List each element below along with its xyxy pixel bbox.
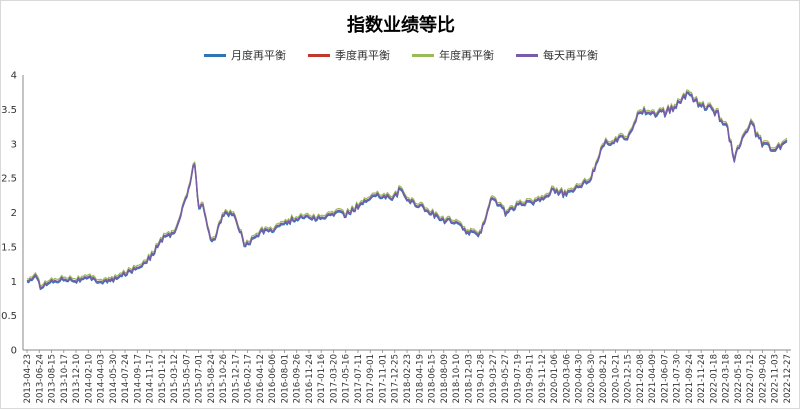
x-tick-label: 2016-08-01 [280, 354, 290, 403]
x-tick-label: 2015-01-12 [158, 354, 168, 403]
legend-swatch [516, 53, 538, 57]
legend-label: 月度再平衡 [231, 49, 286, 62]
x-tick-label: 2017-03-20 [329, 354, 339, 403]
x-tick-label: 2013-10-17 [60, 354, 70, 403]
x-tick-label: 2019-05-27 [501, 354, 511, 403]
x-tick-label: 2014-04-03 [97, 354, 107, 403]
x-tick-label: 2017-05-16 [342, 354, 352, 403]
x-tick-label: 2018-08-09 [440, 354, 450, 403]
x-tick-label: 2021-04-09 [648, 354, 658, 403]
series-line-1 [26, 92, 788, 291]
x-tick-label: 2016-04-12 [256, 354, 266, 403]
x-tick-label: 2020-10-21 [611, 354, 621, 403]
legend-swatch [204, 53, 226, 57]
y-tick-label: 4 [11, 71, 17, 82]
x-tick-label: 2016-09-26 [293, 354, 303, 403]
legend-label: 年度再平衡 [439, 49, 494, 62]
legend: 月度再平衡 季度再平衡 年度再平衡 每天再平衡 [1, 47, 800, 63]
x-tick-label: 2022-01-18 [709, 354, 719, 403]
x-tick-label: 2015-03-12 [170, 354, 180, 403]
x-tick-label: 2015-07-01 [195, 354, 205, 403]
x-tick-label: 2016-06-06 [268, 354, 278, 403]
x-tick-label: 2020-06-30 [587, 354, 597, 403]
x-tick-label: 2014-09-17 [133, 354, 143, 403]
x-tick-label: 2021-11-24 [697, 354, 707, 403]
x-tick-label: 2019-11-12 [538, 354, 548, 403]
x-tick-label: 2013-08-15 [48, 354, 58, 403]
x-tick-label: 2015-12-17 [231, 354, 241, 403]
legend-swatch [308, 53, 330, 57]
x-tick-label: 2019-09-11 [526, 354, 536, 403]
x-tick-label: 2022-09-02 [758, 354, 768, 403]
y-tick-label: 1.5 [1, 242, 17, 253]
x-tick-label: 2021-02-08 [636, 354, 646, 403]
x-tick-label: 2019-07-19 [513, 354, 523, 403]
series-line-2 [26, 91, 788, 289]
x-tick-label: 2013-12-10 [72, 354, 82, 403]
x-tick-label: 2015-08-24 [207, 354, 217, 403]
y-tick-label: 1 [11, 277, 17, 288]
legend-label: 每天再平衡 [543, 49, 598, 62]
x-tick-label: 2017-01-16 [317, 354, 327, 403]
x-tick-label: 2014-05-30 [109, 354, 119, 403]
x-tick-label: 2018-12-03 [464, 354, 474, 403]
x-tick-label: 2015-10-26 [219, 354, 229, 403]
y-tick-label: 2.5 [1, 174, 17, 185]
x-tick-label: 2020-12-15 [624, 354, 634, 403]
y-tick-label: 0 [11, 346, 17, 357]
y-tick-label: 3.5 [1, 105, 17, 116]
x-tick-label: 2020-01-06 [550, 354, 560, 403]
y-tick-label: 2 [11, 208, 17, 219]
x-tick-label: 2017-12-25 [391, 354, 401, 403]
x-tick-label: 2018-10-10 [452, 354, 462, 403]
legend-item: 季度再平衡 [308, 47, 390, 63]
x-tick-label: 2022-12-27 [783, 354, 793, 403]
x-tick-label: 2016-11-24 [305, 354, 315, 403]
x-tick-label: 2020-04-30 [575, 354, 585, 403]
series-line-3 [26, 89, 788, 287]
x-tick-label: 2022-03-18 [722, 354, 732, 403]
legend-item: 年度再平衡 [412, 47, 494, 63]
x-tick-label: 2019-01-28 [477, 354, 487, 403]
x-tick-label: 2013-06-24 [35, 354, 45, 403]
x-tick-label: 2017-09-01 [366, 354, 376, 403]
legend-label: 季度再平衡 [335, 49, 390, 62]
x-tick-label: 2019-03-27 [489, 354, 499, 403]
legend-item: 每天再平衡 [516, 47, 598, 63]
x-tick-label: 2022-11-03 [771, 354, 781, 403]
x-tick-label: 2022-07-12 [746, 354, 756, 403]
x-tick-label: 2014-11-17 [146, 354, 156, 403]
x-tick-label: 2017-07-11 [354, 354, 364, 403]
x-tick-label: 2020-03-06 [562, 354, 572, 403]
x-tick-label: 2022-05-18 [734, 354, 744, 403]
x-tick-label: 2021-09-24 [685, 354, 695, 403]
y-tick-label: 3 [11, 139, 17, 150]
x-tick-label: 2014-07-24 [121, 354, 131, 403]
x-tick-label: 2013-04-23 [23, 354, 33, 403]
legend-swatch [412, 53, 434, 57]
series-line-4 [26, 91, 788, 289]
chart-title: 指数业绩等比 [347, 15, 455, 36]
x-tick-label: 2017-11-01 [378, 354, 388, 403]
x-tick-label: 2018-04-19 [415, 354, 425, 403]
y-tick-label: 0.5 [1, 311, 17, 322]
x-tick-label: 2018-06-15 [428, 354, 438, 403]
x-tick-label: 2021-07-30 [673, 354, 683, 403]
x-tick-label: 2014-02-10 [84, 354, 94, 403]
x-tick-label: 2021-06-07 [660, 354, 670, 403]
legend-item: 月度再平衡 [204, 47, 286, 63]
x-tick-label: 2020-08-21 [599, 354, 609, 403]
x-tick-label: 2016-02-17 [244, 354, 254, 403]
x-tick-label: 2015-05-07 [182, 354, 192, 403]
x-tick-label: 2018-02-23 [403, 354, 413, 403]
